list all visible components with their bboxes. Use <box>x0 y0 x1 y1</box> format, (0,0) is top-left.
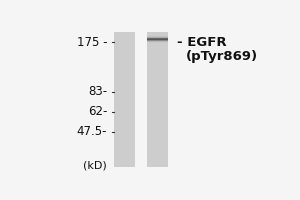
Text: 83-: 83- <box>88 85 107 98</box>
Text: 47.5-: 47.5- <box>77 125 107 138</box>
Bar <box>147 35 168 36</box>
Bar <box>147 38 168 39</box>
Bar <box>147 42 168 43</box>
Text: - EGFR: - EGFR <box>177 36 226 49</box>
Bar <box>147 36 168 37</box>
Text: 175 -: 175 - <box>77 36 107 49</box>
Bar <box>147 37 168 38</box>
Bar <box>147 40 168 41</box>
Bar <box>147 43 168 44</box>
Bar <box>147 32 168 167</box>
Bar <box>147 41 168 42</box>
Bar <box>114 32 135 167</box>
Text: (kD): (kD) <box>83 161 107 171</box>
Bar <box>147 39 168 40</box>
Text: 62-: 62- <box>88 105 107 118</box>
Text: (pTyr869): (pTyr869) <box>186 50 258 63</box>
